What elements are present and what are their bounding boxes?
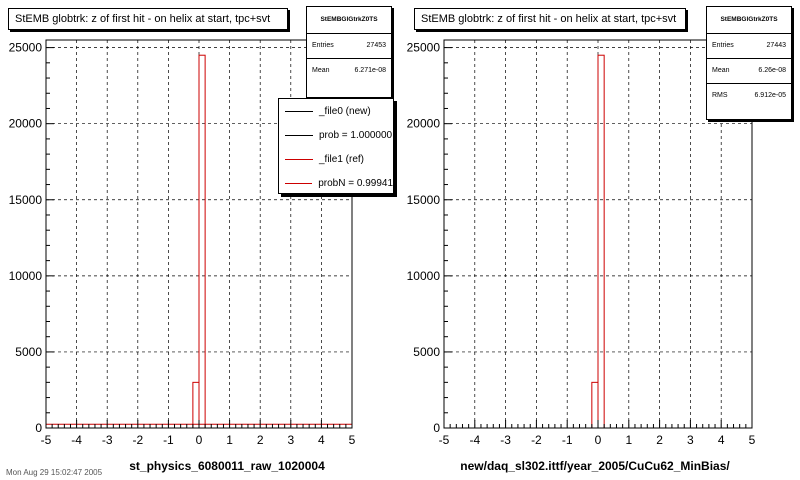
x-tick-label: 1: [625, 433, 632, 447]
stats-row-mean: Mean 6.271e-08: [307, 59, 391, 83]
marks-right: [591, 54, 605, 429]
x-tick-label: -4: [71, 433, 82, 447]
stats-row-mean: Mean 6.26e-08: [707, 59, 791, 84]
legend-swatch: [285, 134, 313, 136]
y-tick-label: 20000: [407, 117, 441, 131]
legend-label: _file0 (new): [319, 105, 371, 117]
stats-rms-value: 6.912e-05: [754, 92, 786, 99]
x-tick-label: 3: [687, 433, 694, 447]
axes-left: -5 -4 -3 -2 -1 0 1 2 3 4 5 0 5000 10000 15000 20000 2500…: [9, 39, 356, 447]
x-tick-label: -5: [41, 433, 52, 447]
y-tick-label: 10000: [407, 269, 441, 283]
y-tick-label: 25000: [407, 41, 441, 55]
y-tick-label: 25000: [9, 41, 43, 55]
stats-entries-value: 27443: [766, 42, 786, 49]
x-tick-label: 0: [595, 433, 602, 447]
legend-label: _file1 (ref): [319, 153, 365, 165]
histogram-bin: [591, 381, 599, 429]
x-tick-label: 3: [287, 433, 294, 447]
stats-name: StEMBGlGtrkZ0TS: [307, 7, 391, 34]
x-tick-label: -3: [500, 433, 511, 447]
stats-box-left: StEMBGlGtrkZ0TS Entries 27453 Mean 6.271…: [306, 6, 392, 98]
x-tick-label: 1: [226, 433, 233, 447]
footer-timestamp: Mon Aug 29 15:02:47 2005: [6, 468, 103, 477]
chart-title-left: StEMB globtrk: z of first hit - on helix…: [8, 8, 288, 30]
x-tick-label: -2: [132, 433, 143, 447]
y-tick-label: 0: [35, 421, 42, 435]
legend-label: probN = 0.99941: [318, 177, 393, 189]
x-tick-label: -4: [469, 433, 480, 447]
x-tick-label: -5: [439, 433, 450, 447]
y-tick-label: 15000: [407, 193, 441, 207]
stats-row-rms: RMS 6.912e-05: [707, 84, 791, 108]
y-tick-label: 5000: [413, 345, 440, 359]
stats-name: StEMBGlGtrkZ0TS: [707, 7, 791, 34]
legend-entry: probN = 0.99941: [279, 171, 393, 193]
x-tick-label: 5: [749, 433, 756, 447]
histogram-bin: [597, 54, 605, 429]
stats-entries-label: Entries: [712, 42, 734, 49]
legend-label: prob = 1.000000: [319, 129, 393, 141]
y-tick-label: 20000: [9, 117, 43, 131]
stats-box-right: StEMBGlGtrkZ0TS Entries 27443 Mean 6.26e…: [706, 6, 792, 120]
stats-rms-label: RMS: [712, 92, 728, 99]
stats-mean-label: Mean: [312, 67, 330, 74]
stats-row-entries: Entries 27443: [707, 34, 791, 59]
stats-mean-value: 6.271e-08: [354, 67, 386, 74]
stats-entries-label: Entries: [312, 42, 334, 49]
chart-title-right: StEMB globtrk: z of first hit - on helix…: [414, 8, 686, 30]
x-tick-label: 0: [196, 433, 203, 447]
legend-entry: _file0 (new): [279, 99, 393, 123]
legend-swatch: [285, 110, 313, 112]
x-tick-label: 4: [718, 433, 725, 447]
x-tick-label: 2: [257, 433, 264, 447]
x-tick-label: -2: [531, 433, 542, 447]
axes-right: -5 -4 -3 -2 -1 0 1 2 3 4 5 0 5000 10000 15000 20000 2500…: [407, 39, 756, 447]
x-tick-label: 2: [656, 433, 663, 447]
legend-entry: _file1 (ref): [279, 147, 393, 171]
stats-entries-value: 27453: [366, 42, 386, 49]
stats-row-entries: Entries 27453: [307, 34, 391, 59]
legend-left: _file0 (new) prob = 1.000000 _file1 (ref…: [278, 98, 394, 194]
legend-entry: prob = 1.000000: [279, 123, 393, 147]
x-axis-label-left: st_physics_6080011_raw_1020004: [129, 459, 325, 473]
y-tick-label: 15000: [9, 193, 43, 207]
x-tick-label: 4: [318, 433, 325, 447]
x-tick-label: -3: [102, 433, 113, 447]
legend-swatch: [285, 182, 313, 184]
y-tick-label: 0: [433, 421, 440, 435]
y-tick-label: 5000: [15, 345, 42, 359]
stats-mean-label: Mean: [712, 67, 730, 74]
legend-swatch: [285, 158, 313, 160]
x-tick-label: 5: [349, 433, 356, 447]
x-tick-label: -1: [562, 433, 573, 447]
y-tick-label: 10000: [9, 269, 43, 283]
stats-mean-value: 6.26e-08: [758, 67, 786, 74]
x-axis-label-right: new/daq_sl302.ittf/year_2005/CuCu62_MinB…: [460, 459, 730, 473]
x-tick-label: -1: [163, 433, 174, 447]
